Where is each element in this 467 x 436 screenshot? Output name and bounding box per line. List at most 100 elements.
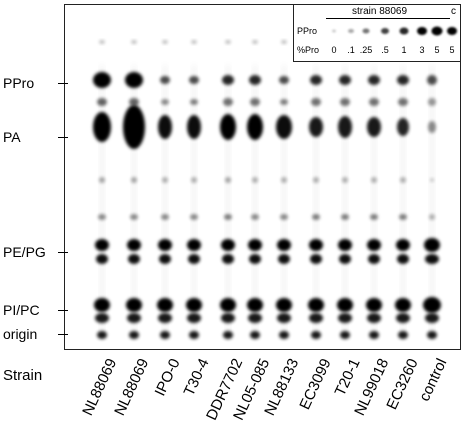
lane-streak — [100, 65, 104, 335]
tlc-spot — [367, 117, 381, 137]
tlc-spot — [223, 98, 233, 106]
ppro-row-label: PPro — [3, 75, 35, 91]
tlc-spot — [129, 98, 139, 106]
tlc-spot — [427, 75, 437, 85]
tlc-spot — [158, 115, 172, 139]
tlc-spot — [428, 98, 436, 106]
tlc-spot — [400, 177, 406, 183]
inset-pct-value: .1 — [347, 45, 355, 55]
tlc-spot — [311, 98, 321, 106]
tlc-spot — [429, 214, 435, 220]
tlc-spot — [97, 331, 107, 339]
tlc-spot — [399, 214, 407, 220]
tlc-spot — [190, 214, 198, 220]
tlc-spot — [252, 177, 258, 183]
origin-row-label: origin — [3, 326, 38, 342]
tlc-spot — [367, 313, 381, 323]
pi-pc-row-label: PI/PC — [3, 302, 40, 318]
tlc-spot — [310, 254, 322, 264]
tlc-spot — [278, 254, 290, 264]
inset-title: strain 88069 — [352, 6, 408, 17]
tlc-spot — [423, 297, 441, 313]
tlc-spot — [220, 298, 236, 312]
origin-tick — [58, 334, 68, 335]
tlc-spot — [189, 76, 199, 84]
lane-streak — [253, 65, 257, 335]
inset-spot — [362, 28, 370, 34]
tlc-spot — [248, 239, 262, 251]
tlc-spot — [398, 331, 408, 339]
tlc-spot — [129, 331, 139, 339]
tlc-spot — [93, 72, 111, 88]
tlc-spot — [188, 254, 200, 264]
tlc-spot — [281, 40, 287, 44]
tlc-spot — [127, 239, 141, 251]
tlc-spot — [126, 298, 142, 312]
tlc-spot — [424, 238, 440, 252]
tlc-spot — [311, 331, 321, 339]
tlc-spot — [396, 313, 410, 323]
tlc-spot — [251, 214, 259, 220]
inset-spot — [431, 26, 443, 36]
tlc-spot — [398, 98, 408, 106]
tlc-spot — [368, 75, 380, 85]
tlc-spot — [338, 116, 352, 138]
tlc-spot — [162, 177, 168, 183]
tlc-spot — [95, 239, 109, 251]
tlc-spot — [187, 313, 201, 323]
tlc-spot — [428, 121, 436, 133]
inset-pct-label: %Pro — [297, 45, 320, 55]
tlc-spot — [342, 177, 348, 183]
tlc-spot — [370, 214, 378, 220]
tlc-spot — [99, 40, 105, 44]
tlc-spot — [313, 177, 319, 183]
tlc-spot — [222, 75, 234, 85]
tlc-spot — [339, 254, 351, 264]
tlc-spot — [397, 254, 409, 264]
lane-streak — [372, 65, 376, 335]
lane-streak — [430, 65, 434, 335]
tlc-spot — [247, 114, 263, 140]
tlc-spot — [427, 331, 437, 339]
tlc-spot — [159, 254, 171, 264]
inset-panel-letter: c — [451, 6, 456, 17]
lane-label: IPO-0 — [151, 356, 184, 399]
tlc-spot — [425, 313, 439, 323]
tlc-spot — [125, 72, 143, 88]
tlc-spot — [252, 40, 258, 44]
tlc-spot — [369, 331, 379, 339]
tlc-spot — [248, 313, 262, 323]
ppro-tick — [58, 83, 68, 84]
tlc-spot — [309, 313, 323, 323]
tlc-spot — [157, 298, 173, 312]
tlc-spot — [310, 75, 322, 85]
pa-tick — [58, 137, 68, 138]
tlc-spot — [160, 331, 170, 339]
pi-pc-tick — [58, 310, 68, 311]
lane-streak — [314, 65, 318, 335]
tlc-spot — [276, 115, 292, 139]
inset-pct-value: 5 — [449, 45, 455, 55]
tlc-spot — [309, 239, 323, 251]
tlc-spot — [190, 99, 198, 105]
lane-streak — [132, 65, 136, 335]
tlc-spot — [280, 214, 288, 220]
inset-pct-value: 5 — [434, 45, 440, 55]
tlc-spot — [371, 177, 377, 183]
tlc-spot — [367, 239, 381, 251]
tlc-spot — [127, 313, 141, 323]
inset-pct-value: .25 — [359, 45, 373, 55]
lane-label: EC3099 — [296, 356, 335, 413]
tlc-spot — [128, 254, 140, 264]
inset-spot — [399, 27, 409, 35]
tlc-spots — [93, 40, 441, 339]
tlc-spot — [312, 214, 320, 220]
inset-spots — [332, 26, 457, 36]
tlc-spot — [339, 75, 351, 85]
inset-pct-value: 0 — [331, 45, 337, 55]
tlc-spot — [247, 298, 263, 312]
tlc-spot — [131, 177, 137, 183]
tlc-spot — [225, 40, 231, 44]
tlc-spot — [98, 214, 106, 220]
